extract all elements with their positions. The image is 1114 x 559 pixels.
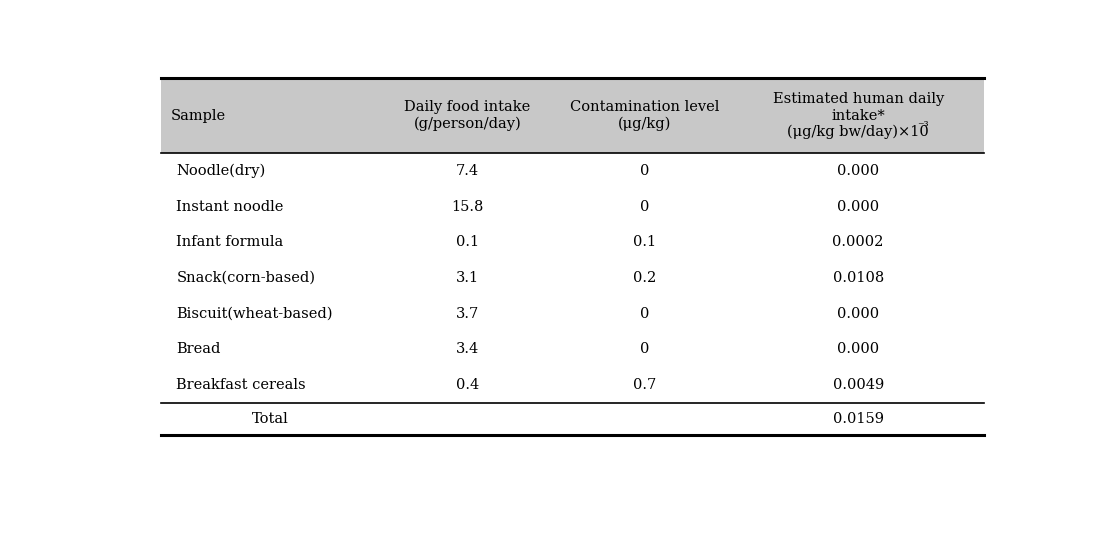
Text: intake*: intake* [831, 108, 885, 122]
Text: 0.0108: 0.0108 [832, 271, 883, 285]
Text: 0.0002: 0.0002 [832, 235, 883, 249]
Text: 0.1: 0.1 [633, 235, 656, 249]
Text: 0.000: 0.000 [837, 200, 879, 214]
Text: Snack(corn-based): Snack(corn-based) [176, 271, 315, 285]
Text: ⁻³: ⁻³ [917, 120, 928, 134]
Text: Noodle(dry): Noodle(dry) [176, 164, 265, 178]
Text: 3.1: 3.1 [456, 271, 479, 285]
Text: 0: 0 [639, 342, 648, 356]
Text: 7.4: 7.4 [456, 164, 479, 178]
Text: 0.000: 0.000 [837, 306, 879, 320]
Text: Sample: Sample [172, 108, 226, 122]
Text: 0.2: 0.2 [633, 271, 656, 285]
Text: 0: 0 [639, 200, 648, 214]
Text: 0: 0 [639, 164, 648, 178]
Text: 0.0049: 0.0049 [832, 378, 883, 392]
Text: Total: Total [252, 412, 289, 426]
Text: 3.4: 3.4 [456, 342, 479, 356]
Text: Estimated human daily: Estimated human daily [772, 92, 944, 106]
Text: 3.7: 3.7 [456, 306, 479, 320]
Text: Infant formula: Infant formula [176, 235, 284, 249]
Text: Contamination level
(μg/kg): Contamination level (μg/kg) [569, 100, 719, 131]
Text: Instant noodle: Instant noodle [176, 200, 284, 214]
Text: Bread: Bread [176, 342, 221, 356]
Text: Breakfast cereals: Breakfast cereals [176, 378, 306, 392]
Text: 0.0159: 0.0159 [832, 412, 883, 426]
Text: (μg/kg bw/day)×10: (μg/kg bw/day)×10 [788, 125, 929, 139]
Text: Daily food intake
(g/person/day): Daily food intake (g/person/day) [404, 100, 530, 131]
Bar [160, 78, 984, 154]
Text: 0.000: 0.000 [837, 164, 879, 178]
Text: 0.1: 0.1 [456, 235, 479, 249]
Text: 0: 0 [639, 306, 648, 320]
Text: Biscuit(wheat-based): Biscuit(wheat-based) [176, 306, 333, 320]
Text: 0.4: 0.4 [456, 378, 479, 392]
Text: 0.000: 0.000 [837, 342, 879, 356]
Text: 15.8: 15.8 [451, 200, 483, 214]
Text: 0.7: 0.7 [633, 378, 656, 392]
